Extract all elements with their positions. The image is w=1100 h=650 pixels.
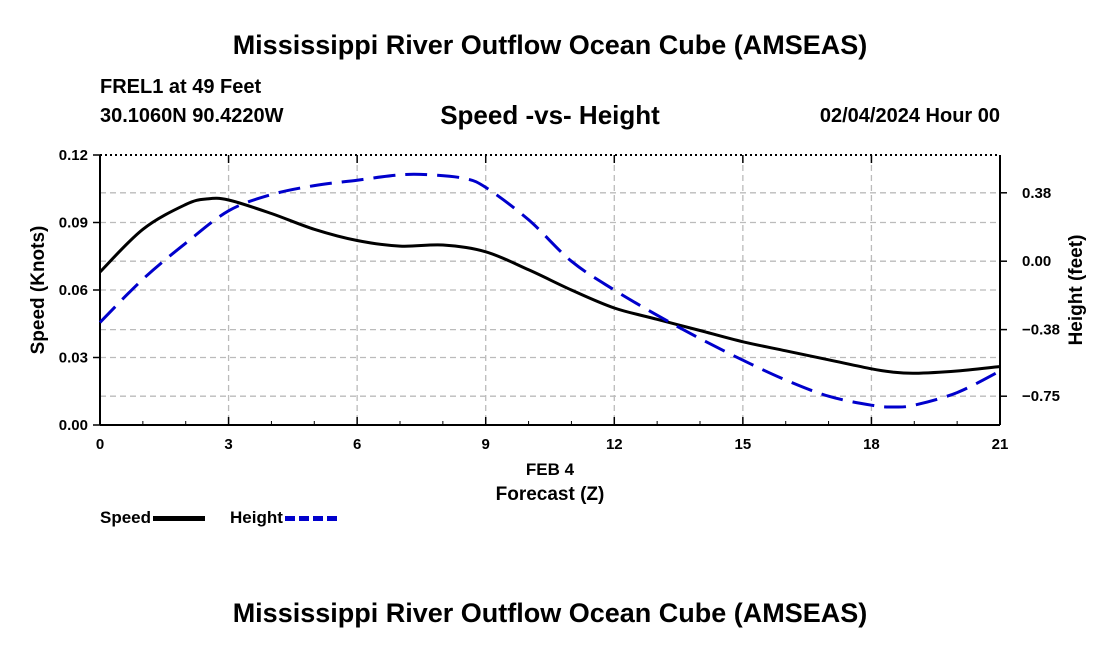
station-name: FREL1 at 49 Feet — [100, 76, 262, 98]
y-left-tick-label: 0.12 — [59, 147, 88, 164]
legend-speed-swatch — [153, 515, 206, 521]
y-axis-right-label: Height (feet) — [1066, 235, 1087, 346]
series-line-speed — [98, 196, 1001, 375]
y-left-tick-label: 0.03 — [59, 350, 88, 367]
x-axis-date-label: FEB 4 — [526, 460, 575, 479]
legend-height-swatch — [284, 515, 337, 521]
y-right-tick-label: 0.00 — [1022, 253, 1051, 270]
y-right-tick-label: 0.38 — [1022, 185, 1051, 202]
forecast-date: 02/04/2024 Hour 00 — [819, 105, 1000, 127]
legend-speed-label: Speed — [100, 508, 152, 527]
speed-height-chart: 0 3 6 9 12 15 18 21 0.00 0.03 0.06 0.09 0.12 −0.75 −0.… — [28, 147, 1087, 505]
footer-title: Mississippi River Outflow Ocean Cube (AM… — [232, 598, 868, 628]
station-coordinates: 30.1060N 90.4220W — [100, 105, 284, 127]
chart-subtitle: Speed -vs- Height — [440, 100, 660, 130]
x-tick-label: 12 — [606, 436, 623, 453]
y-right-tick-label: −0.38 — [1022, 322, 1060, 339]
series-line-height — [98, 172, 1001, 409]
legend-height: Height — [230, 508, 337, 528]
x-tick-label: 0 — [96, 436, 104, 453]
x-tick-label: 6 — [353, 436, 361, 453]
y-right-tick-label: −0.75 — [1022, 388, 1060, 405]
legend-height-label: Height — [230, 508, 283, 527]
y-left-tick-label: 0.00 — [59, 417, 88, 434]
x-axis-label: Forecast (Z) — [496, 484, 605, 505]
x-tick-label: 9 — [482, 436, 490, 453]
x-tick-label: 3 — [224, 436, 232, 453]
x-tick-label: 18 — [863, 436, 880, 453]
x-tick-label: 15 — [735, 436, 752, 453]
y-axis-left-label: Speed (Knots) — [28, 226, 49, 355]
chart-main-title: Mississippi River Outflow Ocean Cube (AM… — [232, 30, 868, 60]
y-left-tick-label: 0.09 — [59, 215, 88, 232]
legend-speed: Speed — [100, 508, 206, 528]
y-left-tick-label: 0.06 — [59, 282, 88, 299]
x-tick-label: 21 — [992, 436, 1009, 453]
